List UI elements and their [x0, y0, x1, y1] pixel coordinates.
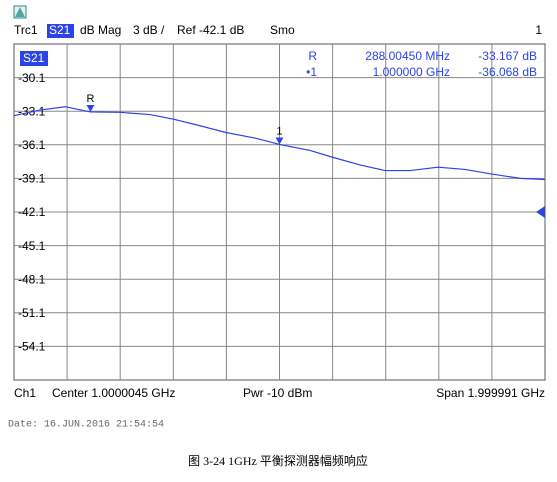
center-freq: Center 1.0000045 GHz [52, 386, 175, 400]
scale: 3 dB / [133, 23, 165, 37]
trace-label: S21 [23, 51, 45, 65]
marker-table-value: -36.068 dB [478, 65, 537, 79]
channel: Ch1 [14, 386, 36, 400]
power: Pwr -10 dBm [243, 386, 312, 400]
marker [275, 137, 284, 145]
y-tick-label: -45.1 [18, 239, 46, 253]
y-tick-label: -39.1 [18, 172, 46, 186]
measurement-box [47, 24, 74, 38]
channel-index: 1 [535, 23, 542, 37]
caption: 图 3-24 1GHz 平衡探测器幅频响应 [188, 453, 368, 468]
ref-level: Ref -42.1 dB [177, 23, 244, 37]
marker-table-x: 288.00450 MHz [365, 49, 450, 63]
marker-table-label: •1 [306, 65, 317, 79]
trace-label-box [20, 51, 48, 66]
trace-line [13, 106, 546, 181]
format: dB Mag [80, 23, 121, 37]
marker [86, 104, 95, 112]
marker-label: R [86, 93, 94, 105]
y-tick-label: -48.1 [18, 272, 46, 286]
ref-marker [536, 206, 545, 218]
marker-table-x: 1.000000 GHz [373, 65, 450, 79]
y-tick-label: -30.1 [18, 71, 46, 85]
marker-table-value: -33.167 dB [478, 49, 537, 63]
y-tick-label: -36.1 [18, 138, 46, 152]
measurement: S21 [49, 23, 71, 37]
date: Date: 16.JUN.2016 21:54:54 [8, 420, 164, 431]
trace-name: Trc1 [14, 23, 38, 37]
smoothing: Smo [270, 23, 295, 37]
y-tick-label: -54.1 [18, 340, 46, 354]
span: Span 1.999991 GHz [436, 386, 545, 400]
logo [13, 5, 27, 19]
y-tick-label: -42.1 [18, 205, 46, 219]
marker-table-label: R [308, 49, 317, 63]
marker-label: 1 [276, 125, 282, 137]
y-tick-label: -51.1 [18, 306, 46, 320]
